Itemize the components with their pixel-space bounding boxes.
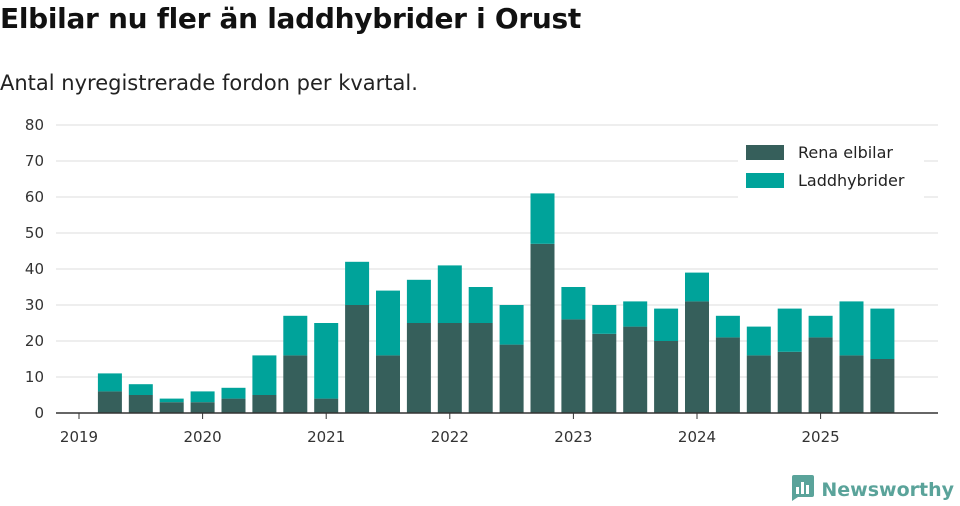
y-tick-label: 80 bbox=[25, 116, 44, 134]
bar-laddhybrider bbox=[468, 287, 493, 323]
bar-rena-elbilar bbox=[623, 326, 648, 413]
y-tick-label: 40 bbox=[25, 260, 44, 278]
x-tick-label: 2020 bbox=[184, 428, 222, 446]
bar-laddhybrider bbox=[592, 305, 617, 334]
y-tick-label: 50 bbox=[25, 224, 44, 242]
bar-rena-elbilar bbox=[746, 355, 771, 413]
bar-rena-elbilar bbox=[159, 402, 184, 413]
bar-laddhybrider bbox=[376, 290, 400, 356]
bar-rena-elbilar bbox=[530, 243, 555, 413]
bar-rena-elbilar bbox=[839, 355, 864, 413]
bar-laddhybrider bbox=[746, 326, 771, 356]
bar-rena-elbilar bbox=[499, 344, 524, 413]
legend-label-rena-elbilar: Rena elbilar bbox=[798, 143, 893, 162]
bar-laddhybrider bbox=[437, 265, 462, 323]
bar-rena-elbilar bbox=[870, 359, 895, 413]
x-tick-label: 2021 bbox=[307, 428, 345, 446]
y-tick-label: 30 bbox=[25, 296, 44, 314]
bar-laddhybrider bbox=[499, 305, 524, 345]
bar-laddhybrider bbox=[839, 301, 864, 356]
bar-rena-elbilar bbox=[252, 395, 277, 413]
bar-laddhybrider bbox=[97, 373, 122, 392]
chart-title: Elbilar nu fler än laddhybrider i Orust bbox=[0, 2, 581, 35]
bar-rena-elbilar bbox=[561, 319, 586, 413]
legend-label-laddhybrider: Laddhybrider bbox=[798, 171, 905, 190]
bar-rena-elbilar bbox=[777, 351, 802, 413]
chart-subtitle: Antal nyregistrerade fordon per kvartal. bbox=[0, 71, 418, 95]
y-axis-ticks: 0 10 20 30 40 50 60 70 80 bbox=[25, 116, 44, 422]
bar-rena-elbilar bbox=[345, 305, 370, 413]
bar-chart-logo-icon bbox=[789, 474, 815, 506]
bar-laddhybrider bbox=[808, 315, 833, 338]
x-tick-label: 2024 bbox=[678, 428, 716, 446]
bar-laddhybrider bbox=[685, 272, 709, 302]
bar-laddhybrider bbox=[715, 315, 740, 338]
bar-laddhybrider bbox=[623, 301, 648, 327]
bar-laddhybrider bbox=[530, 193, 555, 244]
x-axis-ticks: 2019 2020 2021 2022 2023 2024 2025 bbox=[60, 413, 840, 446]
bar-rena-elbilar bbox=[437, 323, 462, 413]
bar-rena-elbilar bbox=[654, 341, 679, 413]
y-tick-label: 60 bbox=[25, 188, 44, 206]
bar-laddhybrider bbox=[561, 287, 586, 320]
legend-swatch-laddhybrider bbox=[746, 173, 784, 188]
bars bbox=[97, 193, 895, 413]
bar-rena-elbilar bbox=[97, 391, 122, 413]
y-tick-label: 70 bbox=[25, 152, 44, 170]
bar-rena-elbilar bbox=[283, 355, 308, 413]
bar-laddhybrider bbox=[870, 308, 895, 359]
bar-rena-elbilar bbox=[468, 323, 493, 413]
bar-laddhybrider bbox=[221, 387, 246, 399]
bar-rena-elbilar bbox=[376, 355, 400, 413]
bar-rena-elbilar bbox=[128, 395, 153, 413]
x-tick-label: 2022 bbox=[431, 428, 469, 446]
brand-logo: Newsworthy bbox=[789, 474, 954, 506]
bar-rena-elbilar bbox=[685, 301, 709, 413]
bar-rena-elbilar bbox=[314, 398, 339, 413]
y-tick-label: 10 bbox=[25, 368, 44, 386]
bar-laddhybrider bbox=[283, 315, 308, 356]
bar-laddhybrider bbox=[159, 398, 184, 403]
bar-rena-elbilar bbox=[592, 333, 617, 413]
bar-rena-elbilar bbox=[221, 398, 246, 413]
bar-rena-elbilar bbox=[190, 402, 215, 413]
bar-rena-elbilar bbox=[406, 323, 431, 413]
bar-rena-elbilar bbox=[715, 337, 740, 413]
bar-laddhybrider bbox=[777, 308, 802, 352]
bar-rena-elbilar bbox=[808, 337, 833, 413]
x-tick-label: 2019 bbox=[60, 428, 98, 446]
y-tick-label: 0 bbox=[34, 404, 44, 422]
bar-laddhybrider bbox=[345, 261, 370, 305]
bar-laddhybrider bbox=[406, 279, 431, 323]
legend-swatch-rena-elbilar bbox=[746, 145, 784, 160]
brand-name: Newsworthy bbox=[821, 479, 954, 501]
bar-laddhybrider bbox=[314, 323, 339, 399]
bar-laddhybrider bbox=[252, 355, 277, 395]
bar-laddhybrider bbox=[128, 384, 153, 395]
x-tick-label: 2025 bbox=[802, 428, 840, 446]
y-tick-label: 20 bbox=[25, 332, 44, 350]
x-tick-label: 2023 bbox=[554, 428, 592, 446]
bar-laddhybrider bbox=[190, 391, 215, 403]
bar-laddhybrider bbox=[654, 308, 679, 341]
legend: Rena elbilar Laddhybrider bbox=[738, 138, 924, 198]
